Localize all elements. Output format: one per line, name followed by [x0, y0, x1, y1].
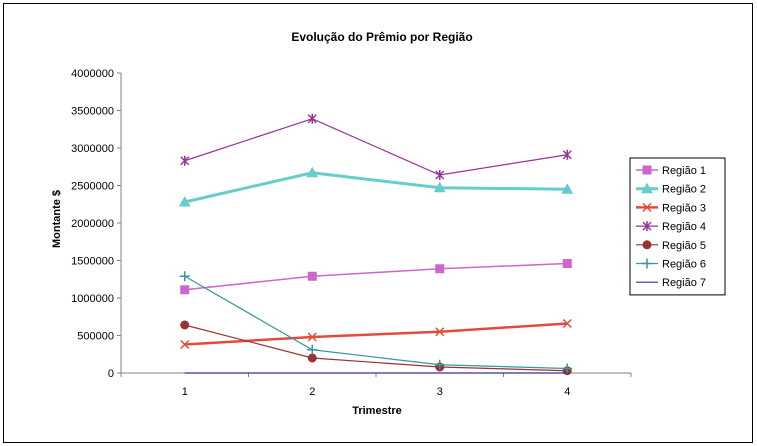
x-tick-label: 4	[564, 386, 570, 398]
legend-marker	[642, 165, 652, 175]
chart-frame: Evolução do Prêmio por Região Montante $…	[3, 3, 753, 443]
legend-marker	[642, 258, 652, 269]
y-axis-label: Montante $	[51, 190, 63, 248]
line-chart: Evolução do Prêmio por Região Montante $…	[51, 30, 726, 417]
data-point	[435, 327, 445, 337]
y-tick-label: 1000000	[71, 293, 114, 305]
data-point	[307, 344, 318, 355]
series-2	[178, 166, 574, 207]
legend-label: Região 5	[662, 240, 706, 252]
data-point	[562, 363, 573, 374]
data-point	[307, 353, 317, 363]
data-point	[434, 359, 445, 370]
data-point	[180, 155, 190, 166]
data-point	[179, 271, 190, 282]
x-axis-label: Trimestre	[352, 405, 402, 417]
data-point	[307, 332, 317, 342]
data-point	[178, 195, 191, 207]
legend-label: Região 3	[662, 202, 706, 214]
data-point	[307, 113, 317, 124]
series-line	[184, 171, 568, 204]
series-line	[184, 262, 568, 291]
series-line	[184, 322, 568, 346]
data-point	[562, 318, 572, 329]
legend-label: Região 4	[662, 221, 706, 233]
series-layer	[178, 113, 574, 376]
y-tick-label: 1500000	[71, 256, 114, 268]
legend-marker	[641, 182, 653, 194]
x-tick-label: 1	[182, 386, 188, 398]
series-6	[179, 271, 573, 374]
x-tick-label: 2	[309, 386, 315, 398]
data-point	[306, 166, 319, 178]
legend: Região 1 Região 2 Região 3 Região 4 Região 5…	[629, 157, 726, 296]
series-line	[184, 324, 568, 372]
data-point	[433, 181, 446, 193]
y-tick-label: 3500000	[71, 106, 114, 118]
series-line	[184, 118, 568, 176]
legend-label: Região 6	[662, 259, 706, 271]
legend-label: Região 1	[662, 165, 706, 177]
legend-marker	[642, 221, 652, 232]
legend-marker	[642, 202, 652, 212]
y-tick-label: 500000	[77, 331, 114, 343]
series-line	[184, 275, 568, 370]
data-point	[562, 149, 572, 160]
legend-marker	[642, 240, 652, 250]
series-4	[180, 113, 572, 180]
legend-label: Região 2	[662, 184, 706, 196]
y-tick-label: 0	[108, 368, 114, 380]
series-1	[180, 259, 572, 295]
data-point	[561, 183, 574, 194]
series-3	[180, 318, 572, 350]
data-point	[435, 170, 445, 180]
data-point	[307, 271, 317, 281]
chart-title: Evolução do Prêmio por Região	[291, 30, 472, 44]
data-point	[180, 285, 190, 295]
legend-item: Região 4	[636, 221, 706, 233]
legend-item: Região 7	[636, 277, 706, 289]
y-tick-label: 2500000	[71, 181, 114, 193]
legend-item: Região 1	[636, 165, 706, 177]
data-point	[435, 264, 445, 274]
y-tick-label: 2000000	[71, 218, 114, 230]
legend-item: Região 6	[636, 258, 706, 271]
x-tick-label: 3	[437, 386, 443, 398]
axes: 0 500000 1000000 1500000 2000000 2500000 30000…	[71, 68, 632, 398]
legend-item: Região 3	[636, 202, 706, 214]
y-tick-label: 4000000	[71, 68, 114, 80]
data-point	[180, 339, 190, 350]
legend-item: Região 2	[636, 182, 706, 196]
data-point	[562, 259, 572, 268]
legend-label: Região 7	[662, 277, 706, 289]
y-tick-label: 3000000	[71, 143, 114, 155]
data-point	[180, 320, 190, 330]
legend-item: Região 5	[636, 240, 706, 252]
